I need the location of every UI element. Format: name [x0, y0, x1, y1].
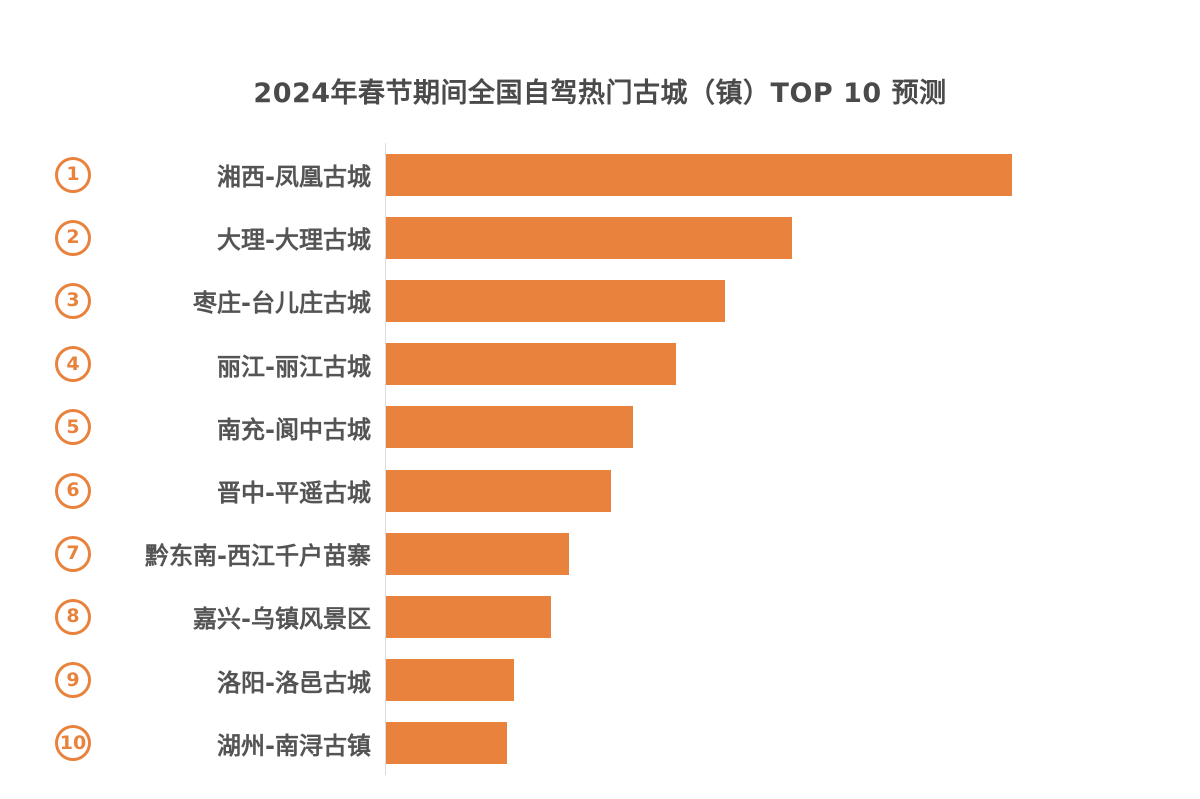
chart-rows: 1 湘西-凤凰古城 2 大理-大理古城 3 枣庄-台儿庄古城 4 丽江-丽江古城 — [55, 143, 1145, 775]
chart-row: 2 大理-大理古城 — [55, 206, 1145, 270]
chart-row: 8 嘉兴-乌镇风景区 — [55, 585, 1145, 649]
chart-row: 4 丽江-丽江古城 — [55, 332, 1145, 396]
bar — [386, 722, 507, 765]
bar-track — [385, 332, 1027, 396]
category-label: 南充-阆中古城 — [217, 415, 371, 444]
rank-badge: 1 — [55, 156, 103, 193]
rank-badge: 9 — [55, 662, 103, 699]
bar-track — [385, 648, 1027, 712]
category-label: 洛阳-洛邑古城 — [217, 668, 371, 697]
bar — [386, 216, 793, 259]
rank-circle-icon: 3 — [55, 282, 91, 319]
rank-badge: 2 — [55, 219, 103, 256]
rank-badge: 10 — [55, 725, 103, 762]
chart-row: 6 晋中-平遥古城 — [55, 458, 1145, 523]
category-label: 大理-大理古城 — [217, 226, 371, 255]
bar — [386, 532, 570, 575]
bar — [386, 469, 612, 512]
rank-circle-icon: 10 — [55, 725, 91, 762]
bar-track — [385, 206, 1027, 270]
bar — [386, 343, 677, 386]
category-label: 黔东南-西江千户苗寨 — [145, 542, 371, 571]
rank-circle-icon: 4 — [55, 346, 91, 383]
bar-track — [385, 143, 1027, 207]
bar — [386, 279, 726, 322]
rank-badge: 3 — [55, 282, 103, 319]
bar — [386, 406, 633, 449]
rank-circle-icon: 1 — [55, 156, 91, 193]
category-label: 湖州-南浔古镇 — [217, 731, 371, 760]
category-label: 丽江-丽江古城 — [217, 352, 371, 381]
rank-circle-icon: 2 — [55, 219, 91, 256]
rank-badge: 6 — [55, 472, 103, 509]
rank-badge: 5 — [55, 409, 103, 446]
chart-row: 7 黔东南-西江千户苗寨 — [55, 522, 1145, 586]
bar-track — [385, 458, 1027, 523]
bar-track — [385, 395, 1027, 459]
chart-row: 9 洛阳-洛邑古城 — [55, 648, 1145, 712]
rank-circle-icon: 9 — [55, 662, 91, 699]
bar-track — [385, 585, 1027, 649]
rank-circle-icon: 6 — [55, 472, 91, 509]
bar-track — [385, 522, 1027, 586]
rank-circle-icon: 5 — [55, 409, 91, 446]
category-label: 湘西-凤凰古城 — [217, 163, 371, 192]
category-label: 晋中-平遥古城 — [217, 479, 371, 508]
rank-circle-icon: 7 — [55, 535, 91, 572]
bar — [386, 153, 1013, 196]
bar — [386, 659, 514, 702]
chart-row: 1 湘西-凤凰古城 — [55, 143, 1145, 207]
bar — [386, 595, 551, 638]
category-label: 枣庄-台儿庄古城 — [193, 289, 371, 318]
chart-row: 3 枣庄-台儿庄古城 — [55, 269, 1145, 333]
chart-title: 2024年春节期间全国自驾热门古城（镇）TOP 10 预测 — [253, 78, 947, 109]
bar-track — [385, 269, 1027, 333]
bar-chart: 1 湘西-凤凰古城 2 大理-大理古城 3 枣庄-台儿庄古城 4 丽江-丽江古城 — [55, 143, 1145, 775]
category-label: 嘉兴-乌镇风景区 — [193, 605, 371, 634]
rank-badge: 8 — [55, 598, 103, 635]
chart-row: 5 南充-阆中古城 — [55, 395, 1145, 459]
rank-badge: 7 — [55, 535, 103, 572]
rank-badge: 4 — [55, 346, 103, 383]
rank-circle-icon: 8 — [55, 598, 91, 635]
bar-track — [385, 711, 1027, 775]
chart-row: 10 湖州-南浔古镇 — [55, 711, 1145, 775]
